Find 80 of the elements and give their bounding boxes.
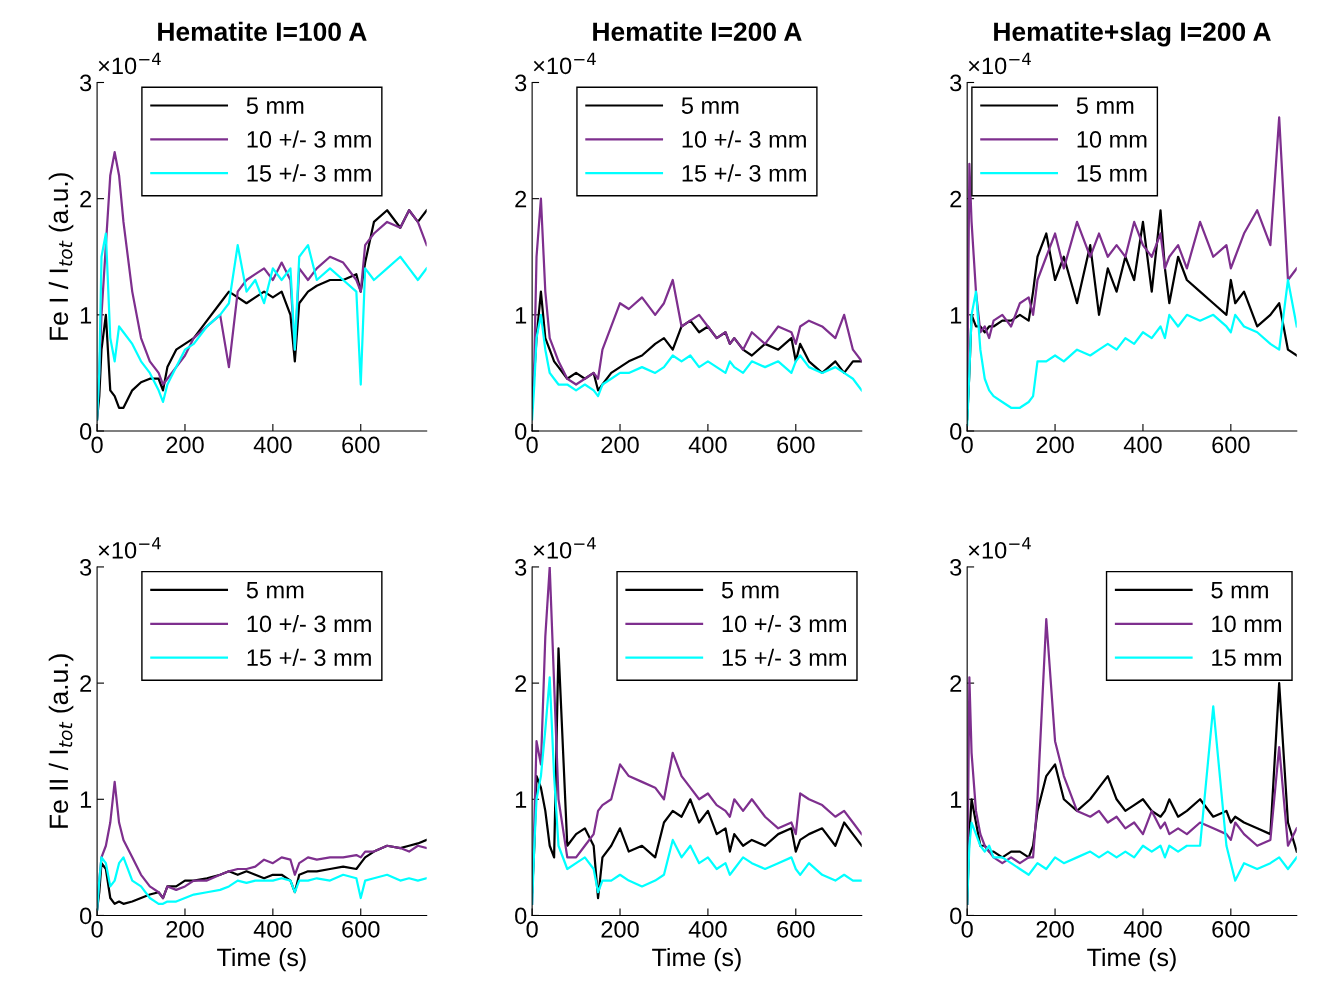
y-tick-label: 1 [515,791,527,808]
y-axis-title: Fe II / I$_{tot}$ (a.u.) [48,654,74,828]
x-tick-label: 600 [342,920,380,938]
y-tick-label: 3 [80,74,92,92]
legend-label: 15 mm [1077,165,1147,182]
x-tick-label: 200 [601,436,639,454]
y-tick-label: 2 [950,675,962,692]
x-tick-label: 200 [601,920,639,938]
x-tick-label: 0 [91,920,103,938]
x-tick-label: 600 [342,436,380,454]
x-tick-label: 600 [1212,436,1250,454]
x-tick-label: 200 [166,920,204,938]
legend-label: 10 +/- 3 mm [247,130,371,148]
chart-title: Hematite+slag I=200 A [994,21,1271,47]
text: ×10$^{−4}$ [98,537,161,559]
x-tick-label: 200 [1036,436,1074,454]
y-tick-label: 2 [515,675,527,692]
x-tick-label: 600 [777,920,815,938]
legend-label: 10 +/- 3 mm [682,130,806,148]
x-tick-label: 400 [1123,436,1162,454]
x-tick-label: 0 [526,920,538,938]
text: ×10$^{−4}$ [968,537,1031,559]
text: ×10$^{−4}$ [98,52,161,75]
y-tick-label: 3 [515,74,527,92]
legend-label: 5 mm [246,581,304,599]
y-tick-label: 3 [950,559,962,576]
x-tick-label: 400 [688,920,727,938]
y-tick-label: 0 [950,907,962,925]
legend-label: 5 mm [681,97,739,114]
legend-label: 15 mm [1212,649,1282,667]
y-tick-label: 0 [515,907,527,925]
legend-label: 5 mm [721,581,779,599]
legend-label: 10 +/- 3 mm [247,614,371,633]
chart-title: Hematite I=200 A [593,21,802,42]
legend-label: 5 mm [1211,581,1268,599]
x-tick-label: 600 [1212,920,1250,938]
x-tick-label: 0 [91,436,103,454]
text: ×10$^{−4}$ [533,537,596,559]
x-tick-label: 400 [253,436,292,454]
legend-label: 5 mm [246,97,304,114]
chart-title: Hematite I=100 A [158,21,367,42]
y-tick-label: 1 [950,791,962,808]
x-tick-label: 200 [166,436,204,454]
y-tick-label: 3 [515,559,527,576]
legend-label: 15 +/- 3 mm [682,164,806,182]
y-tick-label: 1 [80,307,92,324]
y-tick-label: 1 [515,307,527,324]
legend-label: 10 mm [1212,615,1282,633]
legend-label: 10 mm [1077,131,1147,148]
x-axis-title: Time (s) [652,947,741,972]
y-tick-label: 3 [80,559,92,576]
legend-label: 10 +/- 3 mm [722,614,846,633]
x-tick-label: 200 [1036,920,1074,938]
x-tick-label: 0 [961,920,973,938]
y-tick-label: 2 [80,675,92,692]
y-tick-label: 0 [80,907,92,925]
y-tick-label: 2 [950,190,962,208]
x-tick-label: 600 [777,436,815,454]
legend-label: 15 +/- 3 mm [247,648,371,667]
y-tick-label: 0 [950,423,962,440]
y-tick-label: 0 [515,423,527,440]
y-axis-title: Fe I / I$_{tot}$ (a.u.) [48,173,74,340]
x-tick-label: 400 [688,436,727,454]
legend-label: 15 +/- 3 mm [722,648,846,667]
y-tick-label: 1 [80,791,92,808]
y-tick-label: 1 [950,307,962,324]
y-tick-label: 2 [80,190,92,208]
legend-label: 5 mm [1076,97,1134,114]
x-axis-title: Time (s) [217,947,306,972]
y-tick-label: 2 [515,190,527,208]
x-tick-label: 400 [1123,920,1162,938]
x-tick-label: 0 [526,436,538,454]
legend-label: 15 +/- 3 mm [247,164,371,182]
x-axis-title: Time (s) [1087,947,1176,972]
y-tick-label: 0 [80,423,92,440]
text: ×10$^{−4}$ [968,52,1031,75]
x-tick-label: 400 [253,920,292,938]
text: ×10$^{−4}$ [533,52,596,75]
x-tick-label: 0 [961,436,973,454]
y-tick-label: 3 [950,74,962,92]
